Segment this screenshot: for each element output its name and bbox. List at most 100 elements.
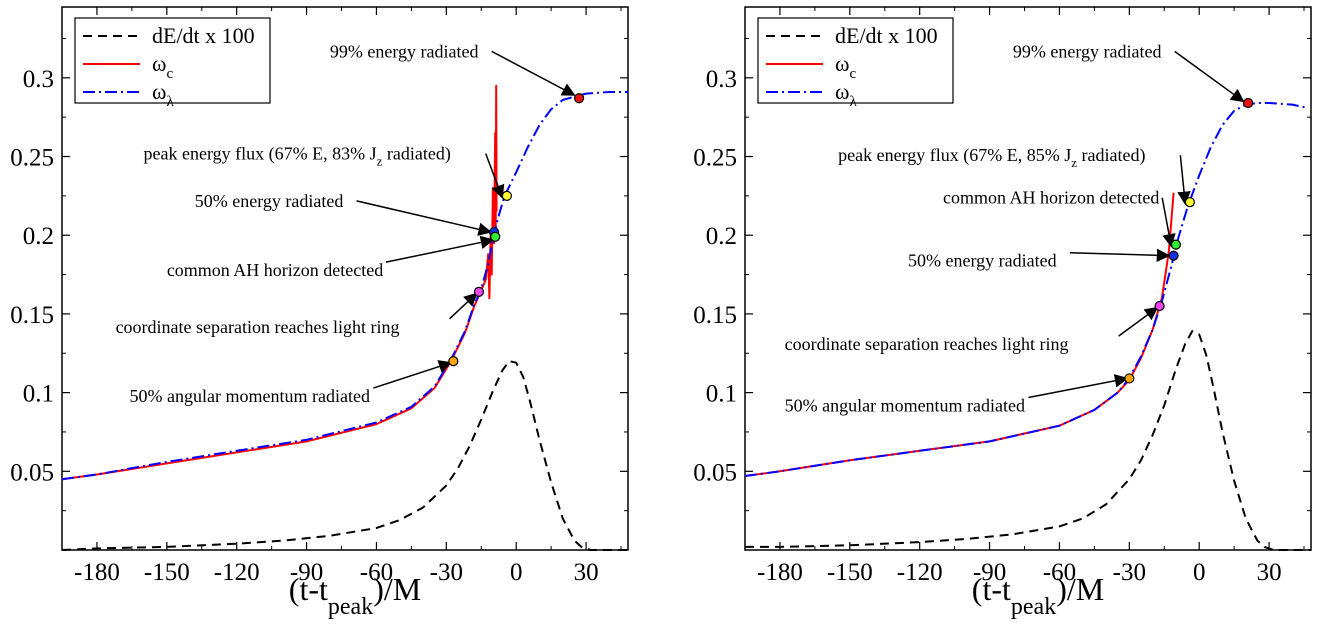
- annotation-text: peak energy flux (67% E, 83% J: [144, 144, 377, 165]
- left-chart-panel: -180 -150 -120 -90 -60 -30 0 30 0.05 0.1 0.15 0.2 0.…: [10, 6, 629, 620]
- plot-frame: [744, 6, 1312, 551]
- annotation-label: 50% angular momentum radiated: [785, 395, 1025, 415]
- annotation-sub: z: [1071, 155, 1077, 170]
- annotation-label: peak energy flux (67% E, 85% Jz radiated…: [838, 145, 1145, 170]
- x-tick-label: 0: [1193, 559, 1206, 586]
- legend-label: ωc: [152, 51, 173, 82]
- annotation-label: 99% energy radiated: [1013, 41, 1162, 61]
- event-marker: [448, 356, 459, 367]
- event-marker: [573, 93, 585, 104]
- annotation-arrow: [449, 292, 478, 320]
- legend-label-main: dE/dt x 100: [152, 23, 255, 48]
- y-tick-label: 0.15: [10, 302, 54, 329]
- x-axis-label: (t-tpeak)/M: [289, 571, 421, 620]
- x-axis-label: (t-tpeak)/M: [972, 571, 1104, 620]
- legend-label: ωλ: [835, 79, 857, 110]
- annotation-label: 50% angular momentum radiated: [130, 386, 370, 406]
- y-tick-label: 0.25: [693, 145, 737, 172]
- y-tick-label: 0.15: [693, 302, 737, 329]
- legend-box: [74, 17, 271, 104]
- annotation-label: 99% energy radiated: [330, 41, 479, 61]
- event-marker: [490, 231, 501, 242]
- annotation-arrow: [1177, 155, 1191, 206]
- legend-box: [757, 17, 954, 104]
- y-tick-label: 0.1: [23, 381, 54, 408]
- x-tick-label: -60: [1043, 559, 1076, 586]
- plot-frame: [61, 6, 629, 551]
- x-tick-label: -60: [360, 559, 393, 586]
- annotation-label: coordinate separation reaches light ring: [116, 317, 400, 337]
- annotation-arrow: [1174, 50, 1245, 103]
- x-tick-label: 0: [510, 559, 523, 586]
- y-tick-label: 0.3: [706, 66, 737, 93]
- legend-label: ωλ: [152, 79, 174, 110]
- annotation-label: peak energy flux (67% E, 83% Jz radiated…: [144, 144, 451, 169]
- x-tick-label: -90: [973, 559, 1006, 586]
- annotation-text: coordinate separation reaches light ring: [785, 334, 1069, 354]
- legend-label-main: ω: [835, 51, 849, 76]
- annotation-arrow: [356, 200, 492, 236]
- y-tick-label: 0.05: [10, 459, 54, 486]
- legend-label-main: dE/dt x 100: [835, 23, 938, 48]
- x-tick-label: -180: [74, 559, 120, 586]
- series-line: [61, 91, 628, 481]
- event-marker: [1168, 250, 1179, 261]
- x-tick-label: 30: [1257, 559, 1282, 586]
- y-tick-label: 0.25: [10, 145, 54, 172]
- y-tick-label: 0.2: [706, 223, 737, 250]
- annotation-sub: z: [377, 154, 383, 169]
- x-axis-label-main: (t-t: [289, 571, 328, 607]
- x-tick-label: -180: [757, 559, 803, 586]
- legend-label-main: ω: [152, 51, 166, 76]
- annotation-text: coordinate separation reaches light ring: [116, 317, 400, 337]
- annotation-text: 50% energy radiated: [908, 251, 1057, 271]
- annotation-text: 50% energy radiated: [195, 191, 344, 211]
- annotation-label: 50% energy radiated: [908, 251, 1057, 271]
- annotation-arrow: [1118, 306, 1159, 337]
- event-marker: [1154, 300, 1165, 312]
- annotation-label: common AH horizon detected: [167, 260, 383, 280]
- x-tick-label: -30: [430, 559, 463, 586]
- x-tick-label: -90: [290, 559, 323, 586]
- annotation-arrow: [1028, 374, 1129, 399]
- x-axis-label-sub: peak: [328, 594, 373, 620]
- y-tick-label: 0.2: [23, 223, 54, 250]
- series-line: [61, 360, 628, 551]
- x-tick-label: -120: [897, 559, 943, 586]
- annotation-arrow: [491, 50, 576, 96]
- annotation-label: coordinate separation reaches light ring: [785, 334, 1069, 354]
- annotation-text: 50% angular momentum radiated: [130, 386, 370, 406]
- x-tick-label: -150: [827, 559, 873, 586]
- x-axis-label-main: (t-t: [972, 571, 1011, 607]
- x-tick-label: -30: [1113, 559, 1146, 586]
- event-marker: [1243, 97, 1254, 109]
- annotation-text: common AH horizon detected: [167, 260, 383, 280]
- annotation-text: common AH horizon detected: [943, 188, 1159, 208]
- x-tick-label: -150: [144, 559, 190, 586]
- legend-label: ωc: [835, 51, 856, 82]
- y-tick-label: 0.05: [693, 459, 737, 486]
- annotation-arrow: [1161, 197, 1176, 248]
- legend-label: dE/dt x 100: [152, 23, 255, 48]
- annotation-label: 50% energy radiated: [195, 191, 344, 211]
- x-tick-label: -120: [214, 559, 260, 586]
- annotation-arrow: [1069, 248, 1171, 263]
- legend-label-sub: λ: [849, 94, 857, 110]
- event-marker: [501, 190, 512, 201]
- legend-label: dE/dt x 100: [835, 23, 938, 48]
- y-tick-label: 0.1: [706, 381, 737, 408]
- annotation-text: 99% energy radiated: [1013, 41, 1162, 61]
- annotation-arrow: [373, 360, 453, 389]
- event-marker: [1184, 197, 1195, 208]
- annotation-tail: radiated): [1077, 145, 1145, 166]
- annotation-arrow: [485, 153, 505, 199]
- legend-label-sub: c: [849, 66, 856, 82]
- legend-label-sub: λ: [166, 94, 174, 110]
- annotation-text: 50% angular momentum radiated: [785, 395, 1025, 415]
- annotation-text: 99% energy radiated: [330, 41, 479, 61]
- annotation-arrow: [385, 235, 495, 263]
- event-marker: [473, 286, 485, 297]
- event-marker: [1124, 373, 1135, 384]
- annotation-label: common AH horizon detected: [943, 188, 1159, 208]
